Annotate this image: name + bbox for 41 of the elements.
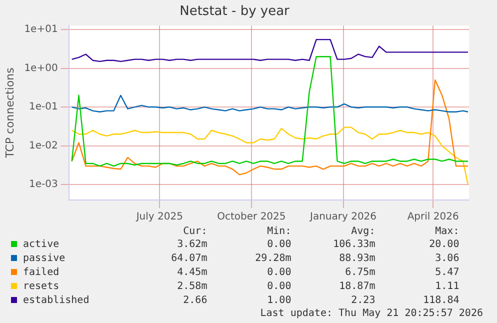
legend-label: resets — [23, 281, 60, 292]
y-tick-label: 1e+00 — [24, 62, 58, 74]
text: 118.84 — [422, 294, 460, 308]
x-tick-label: January 2026 — [308, 212, 377, 223]
y-axis-title: TCP connections — [3, 67, 16, 159]
text: Max: — [434, 226, 460, 238]
text: Min: — [266, 226, 292, 238]
chart-title: Netstat - by year — [180, 4, 290, 20]
text: 106.33m — [332, 238, 376, 252]
legend-label: active — [23, 239, 60, 250]
y-tick-label: 1e-01 — [28, 102, 58, 113]
text: 20.00 — [428, 238, 460, 252]
text: 88.93m — [338, 252, 376, 266]
text: Avg: — [350, 226, 376, 238]
text: 6.75m — [344, 266, 376, 280]
text: 3.62m — [176, 238, 208, 252]
y-tick-label: 1e+01 — [24, 24, 58, 36]
text: 4.45m — [176, 266, 208, 280]
legend-label: passive — [23, 253, 66, 264]
y-tick-label: 1e-02 — [28, 140, 58, 152]
text: 0.00 — [266, 238, 292, 252]
legend-label: failed — [23, 267, 60, 278]
text: 2.66 — [182, 294, 208, 308]
y-tick-label: 1e-03 — [28, 179, 58, 190]
text: 1.00 — [266, 294, 292, 308]
x-tick-label: October 2025 — [217, 212, 286, 223]
text: 29.28m — [254, 252, 292, 266]
text: Last update: Thu May 21 20:25:57 2026 — [259, 308, 484, 320]
text: 2.23 — [350, 294, 376, 308]
text: 1.11 — [434, 280, 460, 294]
text: 3.06 — [434, 252, 460, 266]
x-tick-label: July 2025 — [135, 212, 183, 223]
text: 18.87m — [338, 280, 376, 294]
legend-label: established — [23, 295, 90, 306]
x-tick-label: April 2026 — [407, 212, 459, 223]
text: Cur: — [182, 226, 208, 238]
text: 0.00 — [266, 266, 292, 280]
text: 0.00 — [266, 280, 292, 294]
text: 2.58m — [176, 280, 208, 294]
text: 5.47 — [434, 266, 460, 280]
text: 64.07m — [170, 252, 208, 266]
